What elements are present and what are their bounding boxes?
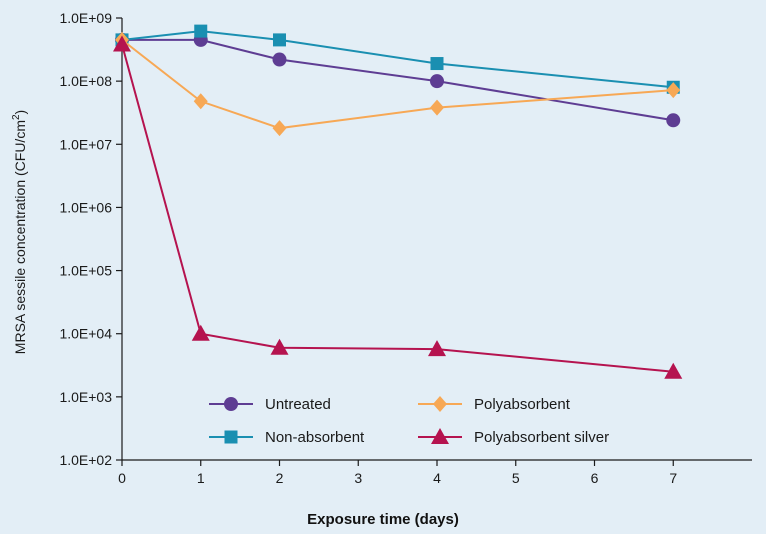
data-point-untreated xyxy=(272,52,287,67)
legend-label: Non-absorbent xyxy=(265,429,365,446)
x-tick-label: 4 xyxy=(433,470,441,486)
x-tick-label: 2 xyxy=(276,470,284,486)
y-tick-label: 1.0E+05 xyxy=(59,263,112,279)
series-polyabsorbent xyxy=(115,31,681,137)
legend-item-polyabsorbent: Polyabsorbent xyxy=(418,396,571,413)
data-point-non-absorbent xyxy=(430,57,444,71)
x-tick-label: 1 xyxy=(197,470,205,486)
legend-label: Untreated xyxy=(265,396,331,413)
data-point-polyabsorbent-silver xyxy=(428,340,446,357)
legend: Untreated Polyabsorbent Non-absorbent Polya… xyxy=(209,396,609,446)
legend-label: Polyabsorbent xyxy=(474,396,571,413)
legend-item-untreated: Untreated xyxy=(209,396,331,413)
x-axis: 0 1 2 3 4 5 6 7 xyxy=(118,459,752,486)
legend-marker xyxy=(433,396,447,412)
series-line-polyabsorbent-silver xyxy=(121,44,674,373)
x-ticks: 0 1 2 3 4 5 6 7 xyxy=(118,460,677,486)
y-tick-label: 1.0E+09 xyxy=(59,10,112,26)
data-point-polyabsorbent-silver xyxy=(113,35,131,52)
legend-item-non-absorbent: Non-absorbent xyxy=(209,429,365,446)
y-axis-title: MRSA sessile concentration (CFU/cm2) xyxy=(11,110,28,354)
x-tick-label: 7 xyxy=(669,470,677,486)
legend-marker xyxy=(224,430,238,444)
series-line-polyabsorbent xyxy=(121,39,674,130)
series-layer xyxy=(113,24,683,379)
y-tick-label: 1.0E+03 xyxy=(59,389,112,405)
data-point-polyabsorbent xyxy=(666,82,681,99)
y-tick-label: 1.0E+02 xyxy=(59,452,112,468)
x-axis-title: Exposure time (days) xyxy=(307,511,459,528)
y-axis-title-text: MRSA sessile concentration (CFU/cm xyxy=(12,120,28,354)
data-point-polyabsorbent xyxy=(193,93,208,110)
series-polyabsorbent-silver xyxy=(113,35,683,379)
legend-label: Polyabsorbent silver xyxy=(474,429,609,446)
data-point-polyabsorbent-silver xyxy=(270,338,289,355)
legend-marker xyxy=(431,428,449,444)
y-tick-label: 1.0E+08 xyxy=(59,73,112,89)
x-tick-label: 3 xyxy=(354,470,362,486)
y-tick-label: 1.0E+07 xyxy=(59,136,112,152)
series-line-untreated xyxy=(122,38,674,122)
y-axis: 1.0E+02 1.0E+03 1.0E+04 1.0E+05 1.0E+06 1.0E+… xyxy=(59,10,123,468)
x-tick-label: 0 xyxy=(118,470,126,486)
data-point-non-absorbent xyxy=(273,33,286,47)
y-axis-title-end: ) xyxy=(12,110,28,115)
y-tick-label: 1.0E+04 xyxy=(59,326,112,342)
data-point-untreated xyxy=(430,74,444,89)
data-point-polyabsorbent xyxy=(272,120,287,137)
legend-marker xyxy=(224,397,238,411)
data-point-polyabsorbent-silver xyxy=(664,362,683,379)
data-point-polyabsorbent xyxy=(430,99,444,116)
series-non-absorbent xyxy=(115,24,680,94)
data-point-polyabsorbent-silver xyxy=(191,324,210,341)
y-ticks: 1.0E+02 1.0E+03 1.0E+04 1.0E+05 1.0E+06 1.0E+… xyxy=(59,10,122,468)
x-tick-label: 5 xyxy=(512,470,520,486)
x-tick-label: 6 xyxy=(591,470,599,486)
data-point-non-absorbent xyxy=(194,24,208,38)
y-tick-label: 1.0E+06 xyxy=(59,199,112,215)
legend-item-polyabsorbent-silver: Polyabsorbent silver xyxy=(418,428,609,446)
data-point-untreated xyxy=(666,113,681,128)
y-axis-title-superscript: 2 xyxy=(11,114,22,120)
